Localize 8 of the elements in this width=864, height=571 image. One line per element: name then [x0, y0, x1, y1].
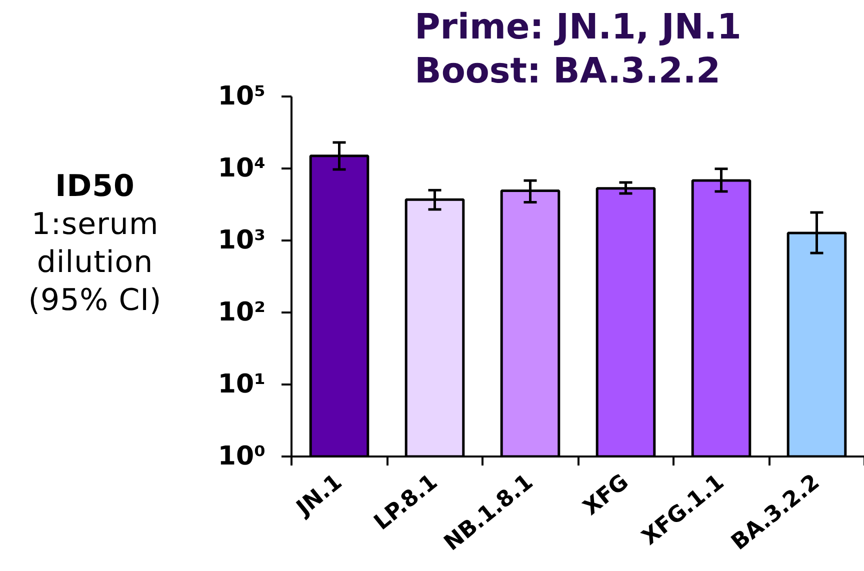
y-axis-title: ID50 1:serum dilution (95% CI): [28, 168, 162, 320]
y-tick-label: 10⁰: [218, 442, 266, 472]
y-tick-label: 10¹: [218, 370, 266, 400]
y-tick-label: 10²: [218, 298, 266, 328]
y-tick-label: 10⁵: [218, 82, 266, 112]
chart-title: Prime: JN.1, JN.1 Boost: BA.3.2.2: [414, 8, 742, 92]
y-tick-label: 10⁴: [218, 154, 266, 184]
y-tick-label: 10³: [218, 226, 266, 256]
